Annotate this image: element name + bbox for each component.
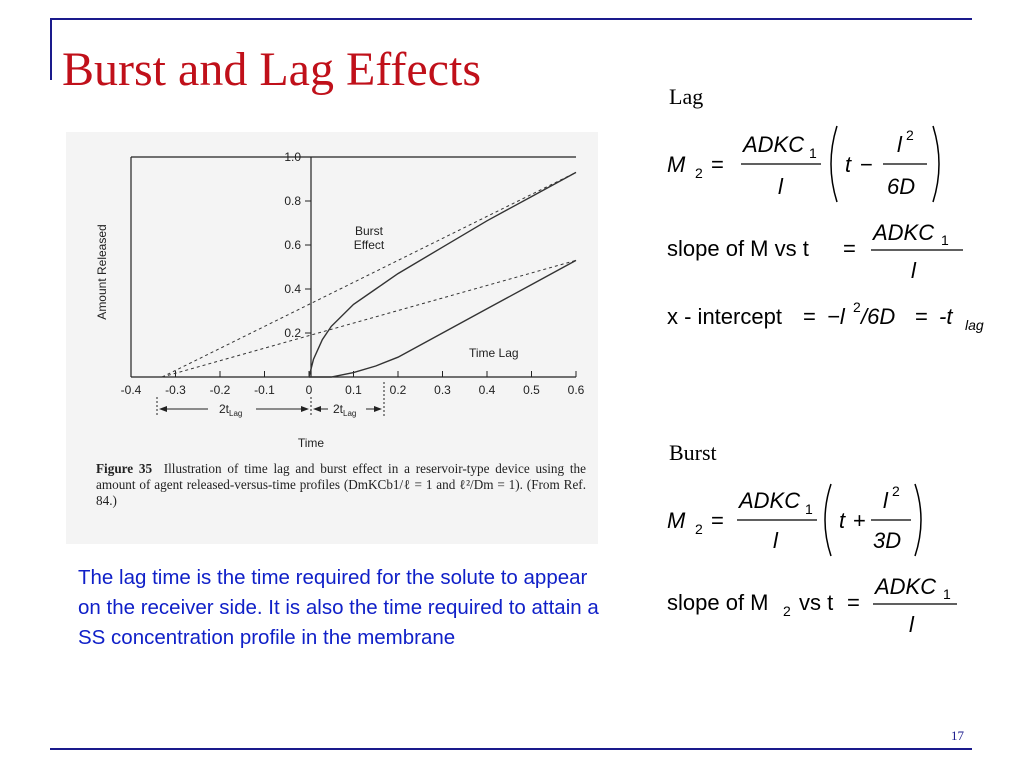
tlag-right-arrowhead-b [374,406,382,412]
lag-m2-inner-num: l [897,132,903,157]
y-tick-label: 1.0 [284,150,301,164]
burst-slope-equals: = [847,590,860,615]
burst-m2-inner-sup: 2 [892,483,900,499]
figure-caption: Figure 35 Illustration of time lag and b… [96,461,586,509]
burst-m2-num: ADKC [737,488,800,513]
burst-m2-equation: M 2 = ADKC 1 l t + l 2 3D [667,483,922,557]
lag-m2-num: ADKC [741,132,804,157]
burst-m2-lparen [824,483,832,557]
bottom-rule [50,748,972,750]
burst-m2-num-sub: 1 [805,501,813,517]
burst-slope-num: ADKC [873,574,936,599]
burst-slope-sub: 2 [783,603,791,619]
burst-m2-inner-num: l [883,488,889,513]
x-tick-label: 0.4 [479,383,496,397]
lag-m2-den: l [778,174,784,199]
figure-scan: 1.0 0.8 0.6 0.4 0.2 -0.4 -0.3 -0.2 -0.1 0 0.1 0.2 0.… [66,132,598,544]
time-lag-curve [309,259,577,378]
burst-m2-equals: = [711,508,724,533]
intercept-equals: = [803,304,816,329]
x-tick-label: 0.5 [523,383,540,397]
lag-m2-sub: 2 [695,165,703,181]
x-tick-label: 0.6 [568,383,585,397]
lag-label: Time Lag [469,346,519,360]
slope-equals: = [843,236,856,261]
burst-m2-op: + [853,508,866,533]
x-tick-label: -0.4 [121,383,142,397]
lag-m2-lhs: M [667,152,686,177]
lag-m2-inner-den: 6D [887,174,915,199]
lag-m2-t: t [845,152,852,177]
caption-text: Illustration of time lag and burst effec… [96,461,586,508]
x-tick-label: 0.3 [434,383,451,397]
burst-slope-equation: slope of M 2 vs t = ADKC 1 l [667,574,957,637]
burst-m2-den: l [773,528,779,553]
burst-m2-rparen [914,483,922,557]
x-tick-label: 0 [306,383,313,397]
caption-label: Figure 35 [96,461,153,476]
body-text: The lag time is the time required for th… [78,566,599,649]
slope-text: slope of M vs t [667,236,809,261]
burst-label-line2: Effect [354,238,385,252]
intercept-equation: x - intercept = −l 2 /6D = -t lag [667,299,984,333]
page-number: 17 [951,728,964,743]
intercept-rhs-sub: lag [965,317,984,333]
tlag-right-label: 2tLag [333,402,356,418]
intercept-rhs-c: -t [939,304,953,329]
lag-m2-rparen [932,125,940,203]
lag-m2-equation: M 2 = ADKC 1 l t − l 2 6D [667,125,940,203]
burst-heading: Burst [669,440,717,465]
burst-slope-text-a: slope of M [667,590,769,615]
x-tick-label: -0.3 [165,383,186,397]
burst-m2-inner-den: 3D [873,528,901,553]
burst-m2-t: t [839,508,846,533]
lag-slope-equation: slope of M vs t = ADKC 1 l [667,220,963,283]
lag-m2-num-sub: 1 [809,145,817,161]
intercept-equals-2: = [915,304,928,329]
lag-m2-inner-sup: 2 [906,127,914,143]
intercept-rhs-a: −l [827,304,846,329]
x-tick-label: -0.2 [210,383,231,397]
burst-slope-text-b: vs t [799,590,833,615]
lag-m2-lparen [830,125,838,203]
burst-slope-num-sub: 1 [943,586,951,602]
tlag-left-arrowhead-a [159,406,167,412]
y-axis-label: Amount Released [95,224,109,319]
x-tick-label: 0.1 [345,383,362,397]
intercept-text: x - intercept [667,304,782,329]
intercept-rhs-b: /6D [859,304,895,329]
y-tick-label: 0.2 [284,326,301,340]
y-tick-label: 0.4 [284,282,301,296]
extrapolation-line [161,171,577,378]
burst-curve [308,171,577,378]
tlag-right-arrowhead-a [313,406,321,412]
chart-static [130,156,576,378]
burst-slope-den: l [909,612,915,637]
intercept-rhs-sup: 2 [853,299,861,315]
top-rule [50,18,972,20]
burst-label-line1: Burst [355,224,384,238]
lag-m2-equals: = [711,152,724,177]
lag-heading: Lag [669,84,704,109]
y-tick-label: 0.8 [284,194,301,208]
burst-m2-sub: 2 [695,521,703,537]
burst-m2-lhs: M [667,508,686,533]
slide-title: Burst and Lag Effects [62,43,481,96]
slope-num-sub: 1 [941,232,949,248]
x-tick-label: -0.1 [254,383,275,397]
lag-m2-op: − [860,152,873,177]
tlag-left-label: 2tLag [219,402,242,418]
tlag-left-arrowhead-b [301,406,309,412]
x-axis-label: Time [298,436,325,450]
left-rule [50,18,52,80]
y-tick-label: 0.6 [284,238,301,252]
slope-num: ADKC [871,220,934,245]
release-chart: 1.0 0.8 0.6 0.4 0.2 -0.4 -0.3 -0.2 -0.1 0 0.1 0.2 0.… [95,150,585,450]
slope-den: l [911,258,917,283]
x-tick-label: 0.2 [390,383,407,397]
